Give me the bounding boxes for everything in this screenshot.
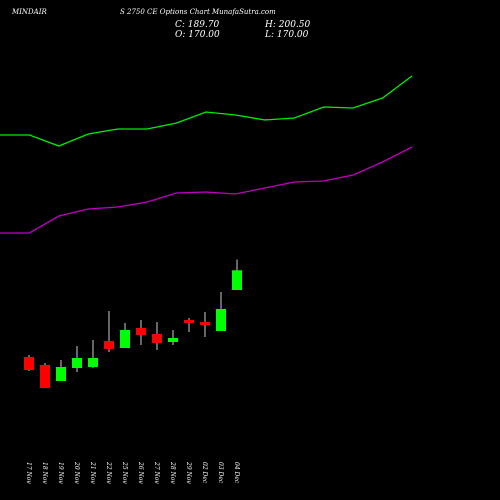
ohlc-high: H: 200.50 xyxy=(264,20,311,30)
candle-body xyxy=(120,330,130,348)
x-tick-label: 26 Nov xyxy=(137,461,144,484)
x-tick-label: 20 Nov xyxy=(73,461,80,484)
candle-body xyxy=(24,357,34,370)
candle-body xyxy=(104,341,114,349)
x-tick-label: 29 Nov xyxy=(185,461,192,484)
candle-body xyxy=(168,338,178,342)
x-tick-label: 03 Dec xyxy=(217,462,224,484)
x-tick-label: 21 Nov xyxy=(89,461,96,484)
x-tick-label: 02 Dec xyxy=(201,462,208,484)
candle-body xyxy=(40,365,50,388)
x-tick-label: 17 Nov xyxy=(25,462,32,484)
x-tick-label: 04 Dec xyxy=(233,462,240,484)
ohlc-close: C: 189.70 xyxy=(175,20,220,30)
x-tick-label: 25 Nov xyxy=(121,461,128,484)
ma-line xyxy=(0,75,413,147)
candle-body xyxy=(152,334,162,343)
x-tick-label: 22 Nov xyxy=(105,461,112,484)
candle-body xyxy=(72,358,82,368)
ohlc-low: L: 170.00 xyxy=(264,30,309,40)
chart-subtitle: S 2750 CE Options Chart MunafaSutra.com xyxy=(120,8,276,16)
chart-title: MINDAIR xyxy=(11,8,47,16)
candle-body xyxy=(216,309,226,331)
ohlc-open: O: 170.00 xyxy=(175,30,220,40)
candle-body xyxy=(232,270,242,290)
candle-body xyxy=(56,367,66,381)
candle-body xyxy=(88,358,98,367)
ma-line xyxy=(0,146,413,234)
candle-body xyxy=(136,328,146,335)
candle-body xyxy=(200,322,210,325)
x-tick-label: 19 Nov xyxy=(57,462,64,484)
x-tick-label: 27 Nov xyxy=(153,461,160,484)
x-tick-label: 28 Nov xyxy=(169,461,176,484)
x-tick-label: 18 Nov xyxy=(41,462,48,484)
candle-body xyxy=(184,320,194,323)
